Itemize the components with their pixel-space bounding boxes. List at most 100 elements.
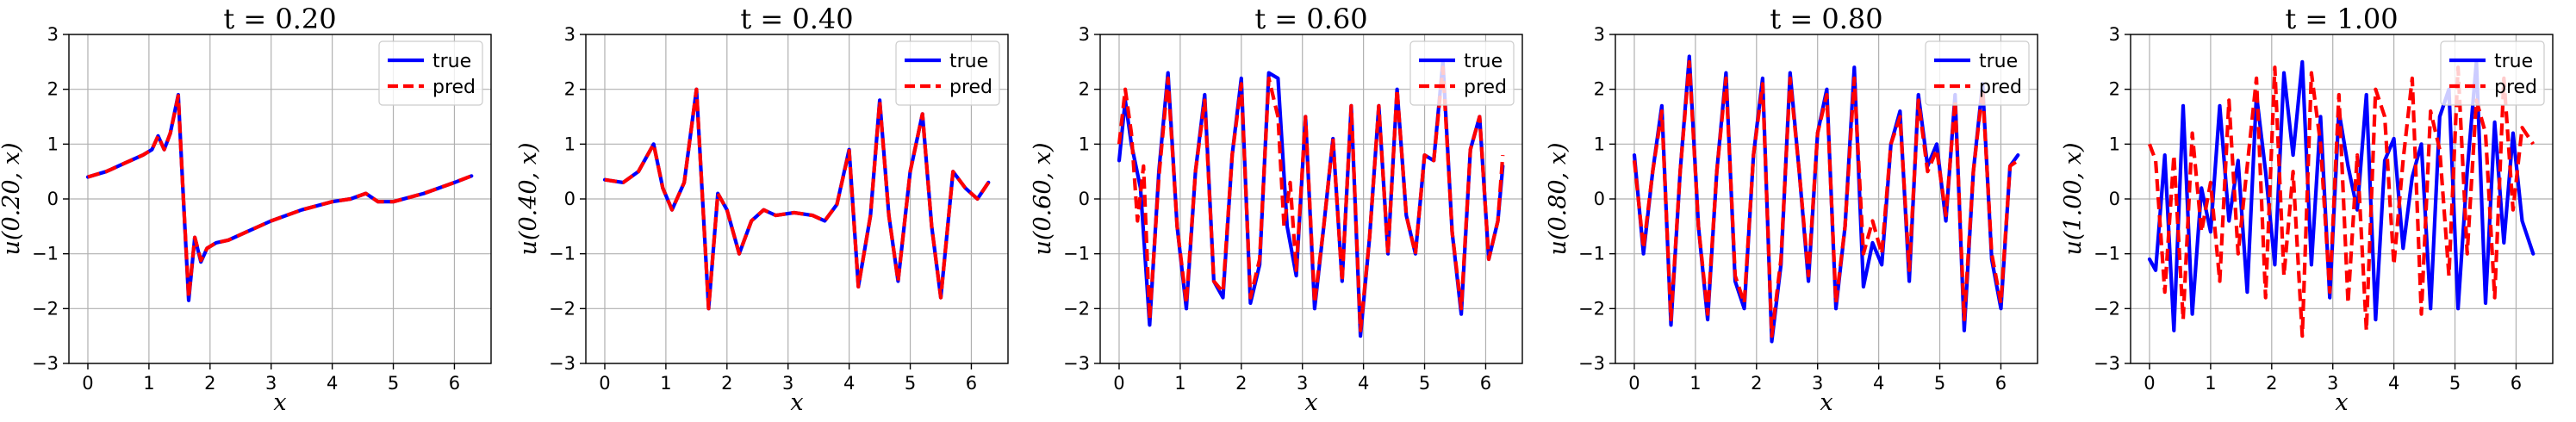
series-line-pred bbox=[604, 87, 991, 311]
x-tick-label: 0 bbox=[599, 373, 610, 394]
y-axis-label: u(0.60, x) bbox=[1030, 143, 1056, 256]
plot-frame bbox=[1615, 34, 2038, 364]
legend: true pred bbox=[895, 40, 1000, 106]
y-tick-label: −3 bbox=[32, 353, 59, 374]
legend: true pred bbox=[2440, 40, 2545, 106]
y-tick-label: −1 bbox=[549, 244, 576, 264]
x-tick-label: 6 bbox=[966, 373, 977, 394]
x-tick-label: 2 bbox=[204, 373, 215, 394]
panel-title: t = 0.60 bbox=[1254, 3, 1367, 35]
y-tick-label: 2 bbox=[564, 79, 576, 100]
y-tick-label: 2 bbox=[47, 79, 59, 100]
y-tick-label: 1 bbox=[2109, 133, 2120, 154]
y-tick-label: −1 bbox=[1063, 244, 1090, 264]
x-tick-label: 5 bbox=[2449, 373, 2461, 394]
legend-box bbox=[2440, 40, 2545, 106]
y-tick-label: −2 bbox=[2094, 298, 2120, 319]
y-tick-label: −1 bbox=[1578, 244, 1605, 264]
y-tick-label: −2 bbox=[1578, 298, 1605, 319]
x-tick-label: 3 bbox=[265, 373, 277, 394]
series-line-pred bbox=[87, 94, 473, 300]
panel-title: t = 0.20 bbox=[223, 3, 336, 35]
y-axis-label: u(0.40, x) bbox=[515, 143, 542, 256]
y-tick-label: 2 bbox=[2109, 79, 2120, 100]
legend: true pred bbox=[1925, 40, 2030, 106]
x-tick-label: 4 bbox=[1873, 373, 1884, 394]
y-axis-label: u(0.20, x) bbox=[0, 143, 25, 256]
y-tick-label: 2 bbox=[1079, 79, 1090, 100]
x-axis-label: x bbox=[1820, 389, 1832, 416]
panel-5: 0 1 2 3 4 5 6 −3 −2 −1 0 1 2 3 t = 1.00 x u(1.00, x) true… bbox=[2060, 3, 2554, 416]
y-tick-label: −1 bbox=[32, 244, 59, 264]
legend-label-true: true bbox=[1464, 51, 1503, 72]
y-tick-label: −2 bbox=[549, 298, 576, 319]
y-tick-label: 3 bbox=[1594, 24, 1605, 45]
x-tick-label: 5 bbox=[388, 373, 399, 394]
x-tick-label: 5 bbox=[1934, 373, 1945, 394]
series-line-pred bbox=[1632, 59, 2019, 338]
series-line-pred bbox=[1117, 65, 1505, 332]
panel-title: t = 0.40 bbox=[740, 3, 853, 35]
legend: true pred bbox=[1409, 40, 1515, 106]
legend-label-pred: pred bbox=[1464, 77, 1507, 98]
x-tick-label: 2 bbox=[1235, 373, 1247, 394]
y-tick-label: 3 bbox=[47, 24, 59, 45]
legend-label-true: true bbox=[1979, 51, 2018, 72]
x-tick-label: 4 bbox=[843, 373, 855, 394]
panel-4: 0 1 2 3 4 5 6 −3 −2 −1 0 1 2 3 t = 0.80 x u(0.80, x) true… bbox=[1545, 3, 2038, 416]
x-tick-label: 3 bbox=[2327, 373, 2338, 394]
series-line-pred bbox=[2148, 65, 2536, 338]
x-tick-label: 5 bbox=[1419, 373, 1430, 394]
legend-box bbox=[895, 40, 1000, 106]
y-axis-label: u(0.80, x) bbox=[1545, 143, 1571, 256]
x-tick-label: 6 bbox=[1480, 373, 1491, 394]
y-tick-label: 3 bbox=[2109, 24, 2120, 45]
legend-label-true: true bbox=[432, 51, 471, 72]
x-tick-label: 6 bbox=[1995, 373, 2007, 394]
plot-frame bbox=[2130, 34, 2554, 364]
panel-title: t = 0.80 bbox=[1770, 3, 1882, 35]
x-tick-label: 1 bbox=[143, 373, 154, 394]
plot-frame bbox=[585, 34, 1009, 364]
x-axis-label: x bbox=[273, 389, 286, 416]
y-tick-label: 1 bbox=[564, 133, 576, 154]
y-tick-label: 0 bbox=[2109, 189, 2120, 209]
x-tick-label: 0 bbox=[2144, 373, 2155, 394]
legend-label-pred: pred bbox=[432, 77, 476, 98]
x-tick-label: 2 bbox=[2266, 373, 2277, 394]
x-tick-label: 2 bbox=[721, 373, 732, 394]
y-tick-label: 0 bbox=[47, 189, 59, 209]
x-tick-label: 3 bbox=[782, 373, 793, 394]
x-tick-label: 0 bbox=[1628, 373, 1640, 394]
y-tick-label: 3 bbox=[1079, 24, 1090, 45]
legend-label-true: true bbox=[2494, 51, 2533, 72]
panel-3: 0 1 2 3 4 5 6 −3 −2 −1 0 1 2 3 t = 0.60 x u(0.60, x) true… bbox=[1030, 3, 1523, 416]
legend-box bbox=[378, 40, 483, 106]
y-tick-label: 1 bbox=[1079, 133, 1090, 154]
x-axis-label: x bbox=[1304, 389, 1317, 416]
legend-label-pred: pred bbox=[949, 77, 992, 98]
y-tick-label: 0 bbox=[1079, 189, 1090, 209]
panel-2: 0 1 2 3 4 5 6 −3 −2 −1 0 1 2 3 t = 0.40 x u(0.40, x) true… bbox=[515, 3, 1009, 416]
x-tick-label: 3 bbox=[1297, 373, 1308, 394]
y-axis-label: u(1.00, x) bbox=[2060, 143, 2087, 256]
y-tick-label: 3 bbox=[564, 24, 576, 45]
x-tick-label: 3 bbox=[1812, 373, 1823, 394]
panel-1: 0 1 2 3 4 5 6 −3 −2 −1 0 1 2 3 t = 0.20 x u(0.20, x) true… bbox=[0, 3, 492, 416]
x-tick-label: 1 bbox=[1689, 373, 1701, 394]
panel-title: t = 1.00 bbox=[2285, 3, 2398, 35]
x-axis-label: x bbox=[790, 389, 803, 416]
x-tick-label: 1 bbox=[2205, 373, 2216, 394]
x-tick-label: 1 bbox=[660, 373, 671, 394]
y-tick-label: −2 bbox=[32, 298, 59, 319]
y-tick-label: −3 bbox=[1578, 353, 1605, 374]
x-tick-label: 6 bbox=[449, 373, 460, 394]
y-tick-label: −3 bbox=[1063, 353, 1090, 374]
x-tick-label: 4 bbox=[327, 373, 338, 394]
y-tick-label: −2 bbox=[1063, 298, 1090, 319]
legend-label-pred: pred bbox=[2494, 77, 2537, 98]
y-tick-label: 0 bbox=[1594, 189, 1605, 209]
legend-label-pred: pred bbox=[1979, 77, 2022, 98]
x-tick-label: 6 bbox=[2511, 373, 2522, 394]
